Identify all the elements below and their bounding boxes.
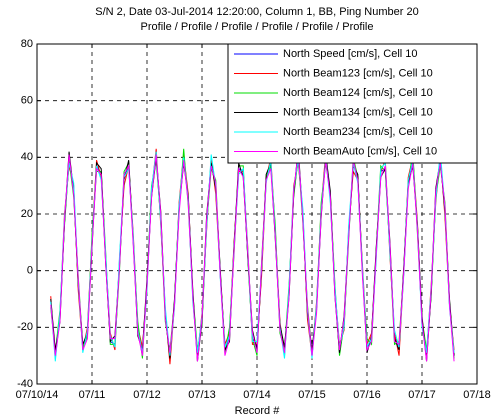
legend-label: North Beam124 [cm/s], Cell 10	[283, 87, 433, 99]
y-tick-label: 0	[27, 265, 33, 277]
legend-label: North BeamAuto [cm/s], Cell 10	[283, 145, 437, 157]
legend-label: North Beam123 [cm/s], Cell 10	[283, 67, 433, 79]
x-tick-label: 07/11	[79, 389, 106, 401]
legend-label: North Beam234 [cm/s], Cell 10	[283, 126, 433, 138]
x-tick-label: 07/15	[298, 389, 326, 401]
x-axis-label: Record #	[235, 405, 281, 417]
series-line	[50, 151, 455, 362]
legend: North Speed [cm/s], Cell 10 North Beam123…	[227, 43, 478, 164]
y-tick-label: 60	[21, 95, 33, 107]
ticks: -40 -20 0 20 40 60 80 07/10/14 07/11 07/12 07/13 07…	[16, 38, 491, 401]
y-tick-label: -20	[17, 321, 33, 333]
lines	[50, 148, 455, 365]
x-tick-label: 07/18	[463, 389, 491, 401]
legend-box	[227, 43, 478, 164]
x-tick-label: 07/13	[188, 389, 216, 401]
x-tick-label: 07/12	[133, 389, 161, 401]
y-tick-label: 20	[21, 208, 33, 220]
x-tick-label: 07/16	[353, 389, 381, 401]
x-tick-label: 07/17	[408, 389, 436, 401]
chart-title: S/N 2, Date 03-Jul-2014 12:20:00, Column…	[95, 6, 418, 18]
y-tick-label: -40	[17, 378, 33, 390]
y-tick-label: 80	[21, 38, 33, 50]
chart-subtitle: Profile / Profile / Profile / Profile / …	[141, 21, 374, 33]
legend-label: North Beam134 [cm/s], Cell 10	[283, 106, 433, 118]
x-tick-label: 07/10/14	[16, 389, 59, 401]
x-tick-label: 07/14	[243, 389, 271, 401]
legend-label: North Speed [cm/s], Cell 10	[283, 48, 418, 60]
y-tick-label: 40	[21, 151, 33, 163]
